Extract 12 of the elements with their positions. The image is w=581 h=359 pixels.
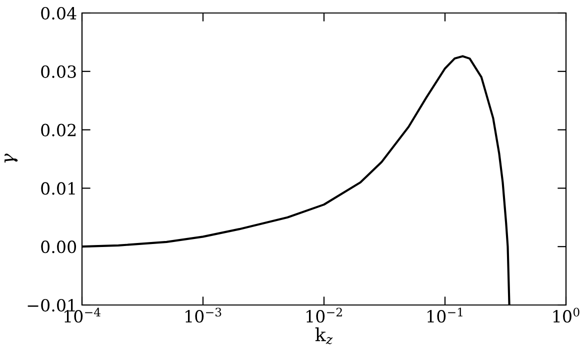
y-tick-label: −0.01 [28,298,75,312]
y-tick-label: 0.00 [41,240,76,254]
y-axis-title: γ [4,154,18,163]
x-tick-label: 10$^{−1}$ [428,308,462,323]
x-axis-title: k$_{z}$ [315,327,333,344]
x-tick-label: 10$^{−3}$ [186,308,222,323]
x-tick-label: 10$^{−2}$ [306,308,342,323]
x-tick-label: 10$^{0}$ [553,308,580,323]
y-tick-label: 0.01 [41,182,75,195]
y-tick-label: 0.02 [41,124,76,136]
y-tick-label: 0.04 [41,6,76,20]
y-tick-label: 0.03 [41,65,76,78]
